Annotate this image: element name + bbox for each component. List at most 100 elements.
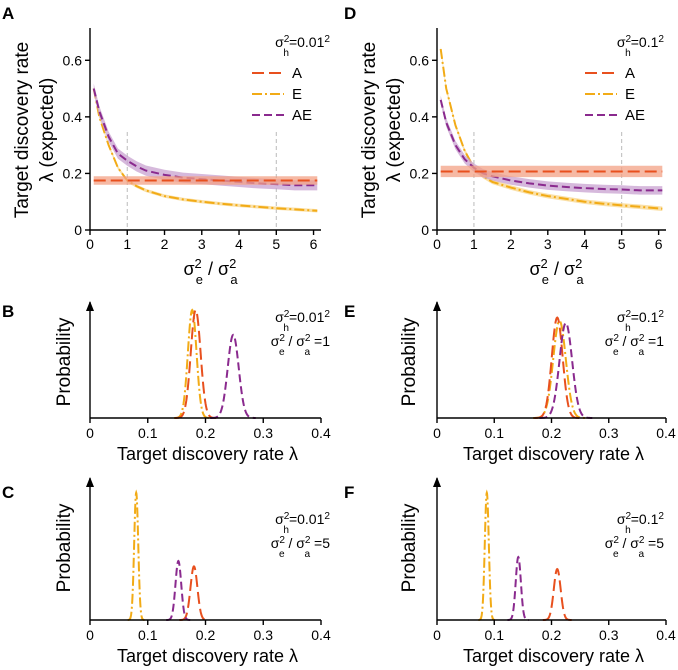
y-axis-label: Probability (399, 317, 420, 406)
y-tick-label: 0.4 (63, 109, 83, 125)
x-axis-label: σ2e​ / σ2a​ (183, 256, 238, 288)
series-line-e (439, 48, 663, 210)
x-tick-label: 6 (310, 236, 318, 252)
x-tick-label: 0 (433, 627, 441, 643)
annotation: σ2h​=0.12 (617, 34, 665, 60)
y-tick-label: 0 (74, 222, 82, 238)
panel-c: C 0 0.1 0.2 0.3 0.4 Probability Target discover… (2, 477, 331, 666)
x-tick-label: 0 (433, 425, 441, 441)
y-axis-label: λ (expected) (384, 78, 405, 183)
x-tick-label: 0.4 (656, 425, 676, 441)
y-tick-label: 0.6 (63, 52, 83, 68)
density-curve-a (175, 308, 217, 419)
annotation: σ2h​=0.012 (275, 309, 330, 335)
x-tick-label: 0.3 (254, 425, 274, 441)
x-tick-label: 3 (544, 236, 552, 252)
density-curve-e (127, 489, 145, 621)
x-tick-label: 0.2 (196, 627, 216, 643)
annotation: σ2h​=0.12 (617, 511, 665, 537)
density-curve-a (542, 567, 572, 621)
x-axis-label: Target discovery rate λ (463, 646, 644, 666)
density-curve-ae (507, 555, 529, 621)
panel-letter: F (344, 483, 354, 502)
x-tick-label: 0 (86, 425, 94, 441)
panel-f: F 0 0.1 0.2 0.3 0.4 Probability Target discover… (344, 477, 676, 666)
y-tick-label: 0.6 (410, 52, 430, 68)
x-tick-label: 2 (161, 236, 169, 252)
panel-letter: D (344, 4, 356, 23)
x-tick-label: 1 (470, 236, 478, 252)
density-curve-ae (210, 333, 256, 419)
x-axis-label: Target discovery rate λ (117, 646, 298, 666)
x-tick-label: 0.1 (485, 627, 505, 643)
x-tick-label: 0.4 (656, 627, 676, 643)
x-tick-label: 0.3 (599, 627, 619, 643)
annotation: σ2h​=0.12 (617, 309, 665, 335)
y-axis-label: λ (expected) (37, 78, 58, 183)
x-tick-label: 0 (86, 236, 94, 252)
x-tick-label: 0.1 (138, 627, 158, 643)
series-line-ae (439, 99, 663, 192)
panel-letter: B (2, 302, 14, 321)
x-tick-label: 0.3 (254, 627, 274, 643)
legend-label-ae: AE (625, 107, 645, 124)
panel-letter: E (344, 302, 355, 321)
y-tick-label: 0.2 (410, 165, 430, 181)
x-tick-label: 0.3 (599, 425, 619, 441)
y-axis-arrow-icon (433, 301, 441, 311)
x-tick-label: 6 (655, 236, 663, 252)
x-tick-label: 0.4 (311, 425, 331, 441)
y-axis-label: Probability (54, 317, 75, 406)
density-curve-a (534, 316, 580, 419)
y-axis-label: Target discovery rate (359, 42, 380, 218)
density-curve-e (174, 308, 211, 419)
annotation: σ2e​ / σ2a​ =1 (271, 333, 330, 359)
legend-label-a: A (625, 65, 635, 82)
x-tick-label: 2 (507, 236, 515, 252)
panel-b: B 0 0.1 0.2 0.3 0.4 Probability Target discover… (2, 301, 331, 464)
density-curve-a (179, 565, 209, 621)
panel-a: A 0 0.2 0.4 0.6 0 1 2 3 4 5 6 Target discovery rate λ… (2, 4, 330, 287)
annotation: σ2e​ / σ2a​ =5 (271, 535, 330, 561)
y-axis-arrow-icon (433, 477, 441, 487)
y-axis-label: Probability (399, 503, 420, 592)
y-tick-label: 0.2 (63, 165, 83, 181)
y-axis-arrow-icon (86, 301, 94, 311)
y-tick-label: 0.4 (410, 109, 430, 125)
annotation: σ2h​=0.012 (275, 511, 330, 537)
panel-letter: A (2, 4, 14, 23)
x-tick-label: 1 (123, 236, 131, 252)
x-tick-label: 0 (86, 627, 94, 643)
legend-label-ae: AE (292, 107, 312, 124)
annotation: σ2e​ / σ2a​ =5 (605, 535, 664, 561)
x-tick-label: 0.2 (196, 425, 216, 441)
x-tick-label: 0.4 (311, 627, 331, 643)
x-axis-label: σ2e​ / σ2a​ (529, 256, 584, 288)
legend-label-a: A (292, 65, 302, 82)
x-tick-label: 4 (581, 236, 589, 252)
legend-label-e: E (292, 86, 302, 103)
annotation: σ2h​=0.012 (275, 34, 330, 60)
x-tick-label: 0 (433, 236, 441, 252)
x-tick-label: 3 (198, 236, 206, 252)
x-axis-label: Target discovery rate λ (463, 444, 644, 464)
annotation: σ2e​ / σ2a​ =1 (605, 333, 664, 359)
density-curve-e (478, 489, 496, 621)
y-tick-label: 0 (421, 222, 429, 238)
x-tick-label: 4 (235, 236, 243, 252)
x-tick-label: 0.1 (138, 425, 158, 441)
series-line-e (92, 88, 318, 212)
panel-e: E 0 0.1 0.2 0.3 0.4 Probability Target discover… (344, 301, 676, 464)
x-tick-label: 0.2 (542, 425, 562, 441)
y-axis-label: Target discovery rate (12, 42, 33, 218)
y-axis-label: Probability (54, 503, 75, 592)
x-tick-label: 5 (272, 236, 280, 252)
panel-d: D 0 0.2 0.4 0.6 0 1 2 3 4 5 6 Target discovery rate λ… (344, 4, 666, 287)
x-axis-label: Target discovery rate λ (117, 444, 298, 464)
panel-letter: C (2, 483, 14, 502)
y-axis-arrow-icon (86, 477, 94, 487)
x-tick-label: 0.2 (542, 627, 562, 643)
density-curve-ae (166, 559, 191, 621)
legend-label-e: E (625, 86, 635, 103)
